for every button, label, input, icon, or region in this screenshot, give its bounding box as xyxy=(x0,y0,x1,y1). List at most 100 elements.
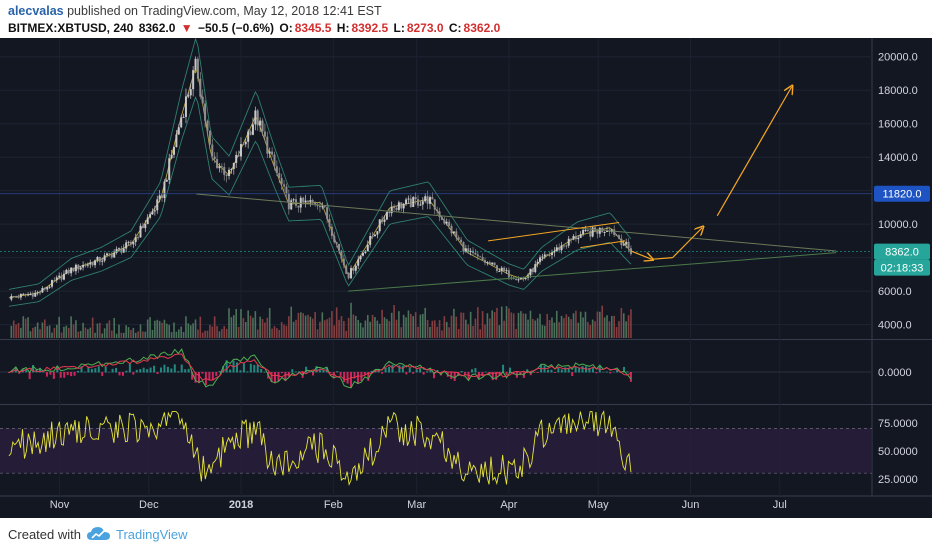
symbol-name[interactable]: BITMEX:XBTUSD, 240 xyxy=(8,21,134,35)
candle-body xyxy=(139,225,142,238)
volume-bar xyxy=(517,312,520,338)
candle-body xyxy=(213,156,216,160)
candle-body xyxy=(170,154,173,159)
macd-histogram-bar xyxy=(28,372,31,380)
rsi-band xyxy=(0,428,872,474)
candle-body xyxy=(220,166,223,168)
candle-body xyxy=(278,172,281,178)
candle-body xyxy=(531,268,534,273)
candle-body xyxy=(507,270,510,278)
volume-bar xyxy=(474,318,477,338)
volume-bar xyxy=(587,321,589,338)
candle-body xyxy=(462,242,465,252)
candle-body xyxy=(321,206,324,208)
macd-histogram-bar xyxy=(191,372,194,380)
macd-histogram-bar xyxy=(132,372,135,375)
volume-bar xyxy=(292,321,295,338)
volume-bar xyxy=(32,327,34,338)
volume-bar xyxy=(603,317,606,338)
volume-bar xyxy=(170,332,173,338)
candle-body xyxy=(357,259,360,266)
candle-body xyxy=(268,151,271,154)
volume-bars xyxy=(10,302,632,338)
candle-body xyxy=(352,268,355,271)
volume-bar xyxy=(357,320,360,338)
candle-body xyxy=(168,158,171,180)
volume-bar xyxy=(410,313,412,338)
candle-body xyxy=(333,235,336,243)
last-price: 8362.0 xyxy=(138,21,176,35)
tradingview-brand[interactable]: TradingView xyxy=(116,527,188,542)
macd-histogram-bar xyxy=(208,372,211,380)
chart-area[interactable]: 20000.018000.016000.014000.012000.010000… xyxy=(0,37,932,518)
candle-body xyxy=(371,236,374,238)
volume-bar xyxy=(400,327,403,338)
candle-body xyxy=(19,293,22,298)
publish-info: alecvalas published on TradingView.com, … xyxy=(8,4,382,18)
candle-body xyxy=(247,131,250,142)
volume-bar xyxy=(197,329,199,338)
candle-body xyxy=(586,229,589,231)
candle-body xyxy=(228,169,231,176)
macd-histogram-bar xyxy=(274,372,277,384)
chart-svg[interactable]: 20000.018000.016000.014000.012000.010000… xyxy=(0,37,932,518)
candle-body xyxy=(172,147,175,155)
macd-histogram-bar xyxy=(253,364,256,373)
macd-histogram-bar xyxy=(422,372,425,375)
tradingview-cloud-icon[interactable] xyxy=(86,526,112,542)
candle-body xyxy=(117,248,120,250)
macd-histogram-bar xyxy=(439,372,442,376)
volume-bar xyxy=(96,323,99,338)
rsi-tick-label: 50.0000 xyxy=(878,446,918,458)
candle-body xyxy=(562,245,565,247)
candle-body xyxy=(146,217,149,225)
volume-bar xyxy=(496,307,498,338)
candle-body xyxy=(96,256,99,261)
candle-body xyxy=(15,296,18,298)
candle-body xyxy=(548,254,551,256)
candle-body xyxy=(82,264,85,268)
volume-bar xyxy=(163,319,166,338)
candle-body xyxy=(237,155,240,157)
candle-body xyxy=(89,262,92,265)
macd-histogram-bar xyxy=(401,365,404,373)
macd-histogram-bar xyxy=(263,371,266,373)
volume-bar xyxy=(338,319,340,338)
bollinger-lower xyxy=(8,95,632,307)
candle-body xyxy=(271,151,274,155)
volume-bar xyxy=(606,315,608,338)
time-tick-label: Nov xyxy=(50,499,70,511)
macd-histogram-bar xyxy=(623,366,626,373)
macd-histogram-bar xyxy=(235,362,238,373)
volume-bar xyxy=(333,325,336,338)
candle-body xyxy=(137,237,140,239)
volume-bar xyxy=(584,311,587,338)
volume-bar xyxy=(70,316,72,338)
candle-body xyxy=(249,131,252,135)
volume-bar xyxy=(450,315,453,338)
volume-bar xyxy=(29,331,32,338)
chart-footer: Created with TradingView xyxy=(0,518,932,550)
volume-bar xyxy=(596,311,599,338)
low-label: L: xyxy=(393,21,405,35)
macd-histogram-bar xyxy=(173,364,176,373)
volume-bar xyxy=(395,319,398,338)
volume-bar xyxy=(101,333,104,338)
candle-body xyxy=(108,253,111,255)
volume-bar xyxy=(477,307,479,338)
candle-body xyxy=(187,95,190,97)
author-link[interactable]: alecvalas xyxy=(8,4,64,18)
macd-histogram-bar xyxy=(388,366,391,373)
candle-body xyxy=(476,254,479,257)
volume-bar xyxy=(352,314,355,338)
volume-bar xyxy=(390,312,393,338)
candle-body xyxy=(541,256,544,258)
candle-body xyxy=(175,134,178,148)
volume-bar xyxy=(371,314,374,338)
candle-body xyxy=(285,186,288,194)
candle-body xyxy=(445,221,448,224)
candle-body xyxy=(443,219,446,224)
volume-bar xyxy=(314,311,316,338)
volume-bar xyxy=(503,320,505,338)
close-label: C: xyxy=(448,21,462,35)
